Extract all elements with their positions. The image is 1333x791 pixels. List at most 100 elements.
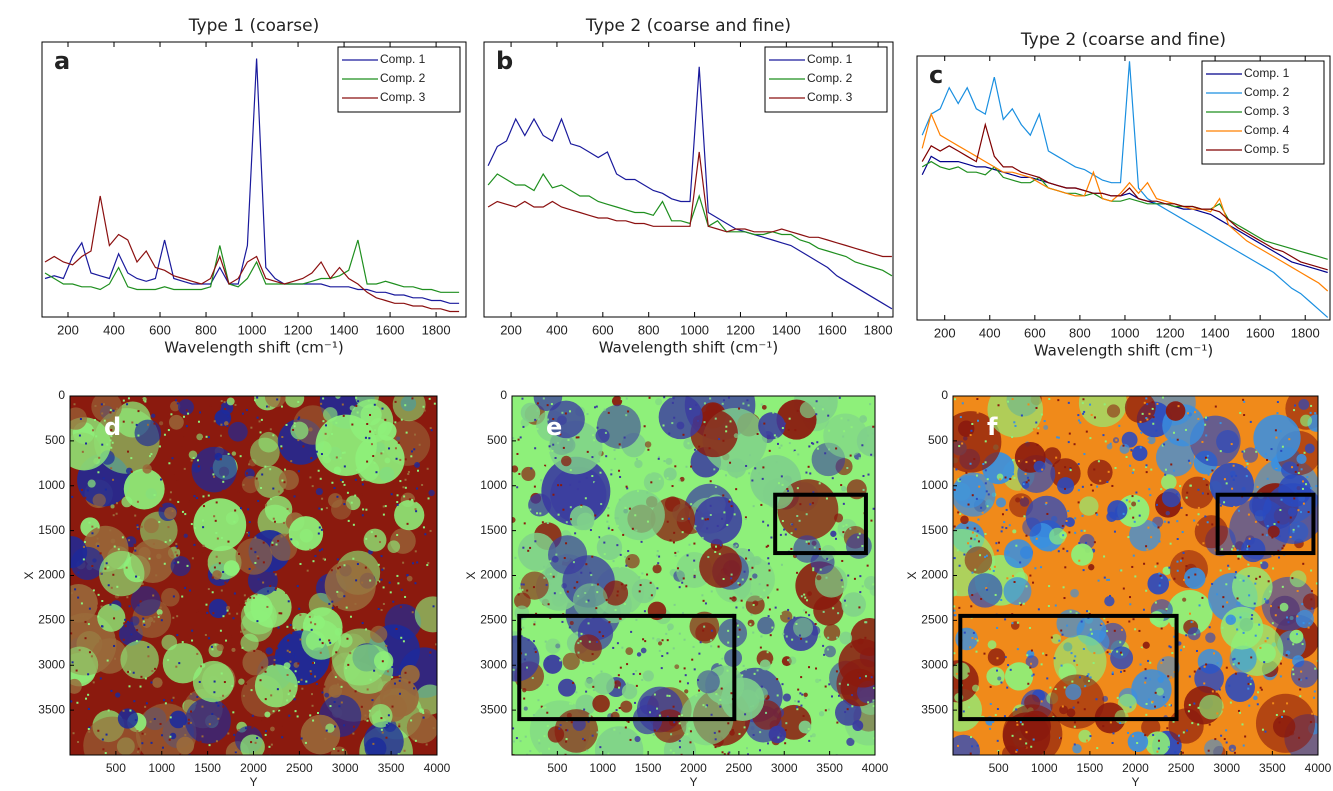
- texture: [387, 670, 389, 672]
- texture: [1255, 521, 1257, 523]
- texture: [1146, 471, 1148, 473]
- texture: [1185, 634, 1187, 636]
- x-tick-label: 3000: [771, 761, 798, 775]
- texture: [675, 555, 677, 557]
- texture: [827, 415, 829, 417]
- texture: [137, 751, 139, 753]
- texture: [1166, 401, 1186, 421]
- texture: [804, 697, 806, 699]
- texture: [794, 429, 796, 431]
- texture: [319, 639, 321, 641]
- texture: [516, 737, 518, 739]
- texture: [1288, 507, 1297, 516]
- texture: [183, 416, 185, 418]
- texture: [851, 426, 853, 428]
- texture: [83, 558, 85, 560]
- texture: [986, 490, 988, 492]
- texture: [1206, 484, 1208, 486]
- texture: [312, 662, 314, 664]
- texture: [826, 577, 828, 579]
- texture: [1193, 703, 1195, 705]
- texture: [789, 442, 791, 444]
- texture: [103, 477, 105, 479]
- texture: [154, 616, 156, 618]
- x-tick-label: 3500: [378, 761, 405, 775]
- texture: [91, 655, 93, 657]
- texture: [752, 705, 754, 707]
- texture: [232, 451, 236, 455]
- texture: [199, 411, 201, 413]
- texture: [525, 653, 527, 655]
- texture: [1115, 710, 1129, 724]
- texture: [748, 559, 750, 561]
- texture: [1142, 413, 1144, 415]
- texture: [426, 744, 428, 746]
- texture: [1163, 699, 1165, 701]
- texture: [211, 713, 213, 715]
- texture: [1012, 473, 1014, 475]
- texture: [369, 431, 371, 433]
- x-tick-label: 1000: [589, 761, 616, 775]
- texture: [98, 457, 100, 459]
- texture: [98, 594, 100, 596]
- texture: [285, 592, 287, 594]
- texture: [1115, 494, 1117, 496]
- texture: [1026, 654, 1028, 656]
- texture: [971, 745, 973, 747]
- texture: [627, 550, 629, 552]
- texture: [559, 659, 561, 661]
- texture: [1099, 480, 1101, 482]
- texture: [968, 499, 970, 501]
- texture: [138, 576, 140, 578]
- texture: [171, 699, 173, 701]
- texture: [1131, 502, 1136, 507]
- texture: [1055, 688, 1057, 690]
- texture: [244, 594, 273, 623]
- texture: [1147, 439, 1149, 441]
- texture: [1162, 397, 1164, 399]
- texture: [413, 448, 415, 450]
- texture: [954, 489, 956, 491]
- texture: [1036, 407, 1038, 409]
- texture: [552, 593, 566, 607]
- texture: [302, 682, 304, 684]
- texture: [241, 647, 243, 649]
- texture: [576, 632, 578, 634]
- texture: [141, 742, 143, 744]
- texture: [654, 694, 656, 696]
- texture: [798, 751, 800, 753]
- texture: [268, 406, 270, 408]
- texture: [286, 626, 288, 628]
- texture: [859, 533, 861, 535]
- texture: [1076, 664, 1078, 666]
- texture: [1036, 444, 1038, 446]
- texture: [1161, 712, 1163, 714]
- texture: [516, 486, 518, 488]
- texture: [1275, 614, 1277, 616]
- texture: [277, 688, 279, 690]
- x-tick-label: 800: [1069, 325, 1091, 340]
- texture: [1243, 745, 1245, 747]
- texture: [1248, 683, 1250, 685]
- texture: [1194, 411, 1196, 413]
- texture: [649, 471, 651, 473]
- texture: [1222, 709, 1224, 711]
- texture: [142, 733, 144, 735]
- texture: [1290, 517, 1292, 519]
- texture: [1214, 738, 1216, 740]
- texture: [663, 460, 665, 462]
- legend-label: Comp. 1: [380, 52, 426, 66]
- texture: [1234, 577, 1236, 579]
- texture: [200, 665, 202, 667]
- texture: [645, 441, 651, 447]
- texture: [400, 697, 402, 699]
- texture: [1291, 466, 1293, 468]
- texture: [529, 750, 531, 752]
- texture: [371, 443, 373, 445]
- texture: [1150, 453, 1152, 455]
- texture: [690, 466, 692, 468]
- texture: [1158, 740, 1160, 742]
- texture: [690, 730, 692, 732]
- texture: [409, 498, 411, 500]
- texture: [1006, 687, 1008, 689]
